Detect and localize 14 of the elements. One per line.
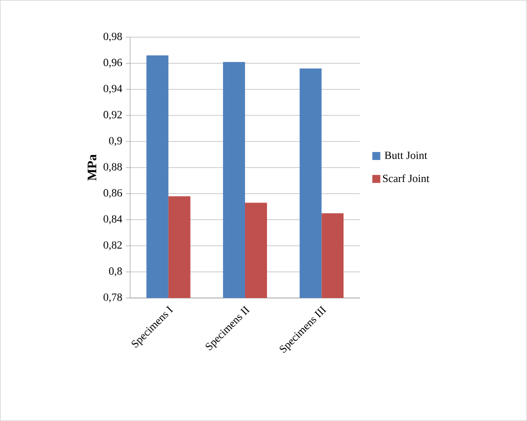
y-tick-label: 0,86 <box>104 189 122 198</box>
legend-label: Scarf Joint <box>383 174 430 182</box>
y-tick-label: 0,9 <box>109 136 122 146</box>
y-tick-label: 0,82 <box>104 241 122 250</box>
y-tick-label: 0,84 <box>104 215 122 224</box>
y-tick-label: 0,92 <box>104 110 122 120</box>
y-tick-label: 0,78 <box>104 293 122 302</box>
y-tick-label: 0,98 <box>104 32 122 42</box>
y-tick-label: 0,8 <box>109 267 122 276</box>
y-tick-label: 0,88 <box>104 163 122 172</box>
y-axis-title: MPa <box>88 154 96 181</box>
legend-label: Butt Joint <box>384 152 428 159</box>
y-tick-label: 0,96 <box>104 58 122 68</box>
y-tick-label: 0,94 <box>104 84 122 94</box>
